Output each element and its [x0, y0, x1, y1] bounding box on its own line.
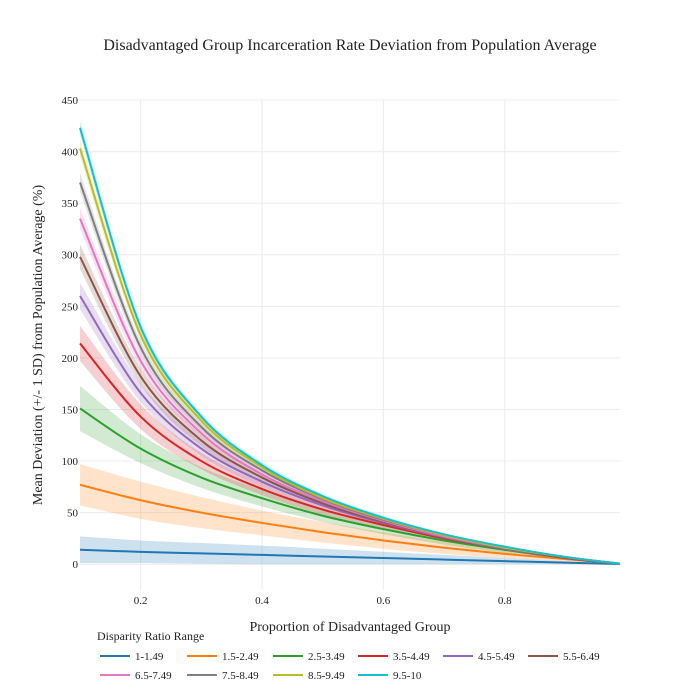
legend-label: 5.5-6.49 [563, 651, 600, 663]
y-tick-label: 200 [62, 353, 79, 365]
series-lines [79, 127, 621, 565]
legend-item: 1-1.49 [100, 651, 164, 663]
y-tick-label: 100 [62, 456, 79, 468]
legend-label: 6.5-7.49 [135, 670, 172, 682]
legend-item: 3.5-4.49 [358, 651, 430, 663]
series-line-9.5-10 [79, 127, 621, 565]
legend-label: 3.5-4.49 [393, 651, 430, 663]
series-line-1.5-2.49 [79, 483, 621, 565]
x-tick-label: 0.6 [376, 595, 390, 607]
x-tick-label: 0.8 [498, 595, 512, 607]
x-tick-label: 0.4 [255, 595, 269, 607]
sd-band-1.5-2.49 [80, 464, 620, 564]
legend-item: 1.5-2.49 [187, 651, 259, 663]
legend-item: 2.5-3.49 [273, 651, 345, 663]
legend-label: 8.5-9.49 [308, 670, 345, 682]
legend: Disparity Ratio Range 1-1.49 1.5-2.49 2.5-… [97, 629, 600, 682]
legend-label: 1.5-2.49 [222, 651, 259, 663]
x-axis-ticks: 0.2 0.4 0.6 0.8 [134, 595, 512, 607]
legend-item: 6.5-7.49 [100, 670, 172, 682]
legend-items: 1-1.49 1.5-2.49 2.5-3.49 3.5-4.49 4.5-5.49 5.… [100, 651, 600, 682]
legend-title: Disparity Ratio Range [97, 629, 204, 643]
x-tick-label: 0.2 [134, 595, 148, 607]
y-axis-ticks: 0 50 100 150 200 250 300 350 400 450 [62, 95, 79, 571]
sd-band-1-1.49 [80, 536, 620, 565]
legend-item: 7.5-8.49 [187, 670, 259, 682]
series-line-1-1.49 [79, 548, 621, 565]
chart-title: Disadvantaged Group Incarceration Rate D… [103, 37, 596, 54]
legend-item: 4.5-5.49 [443, 651, 515, 663]
legend-label: 9.5-10 [393, 670, 422, 682]
x-axis-title: Proportion of Disadvantaged Group [249, 620, 450, 635]
y-tick-label: 350 [62, 198, 79, 210]
y-tick-label: 0 [73, 559, 79, 571]
y-axis-title: Mean Deviation (+/- 1 SD) from Populatio… [31, 185, 46, 506]
y-tick-label: 150 [62, 404, 79, 416]
sd-band-2.5-3.49 [80, 385, 620, 564]
legend-label: 7.5-8.49 [222, 670, 259, 682]
legend-item: 5.5-6.49 [528, 651, 600, 663]
y-tick-label: 250 [62, 301, 79, 313]
y-tick-label: 400 [62, 147, 79, 159]
y-tick-label: 300 [62, 250, 79, 262]
legend-label: 2.5-3.49 [308, 651, 345, 663]
legend-item: 9.5-10 [358, 670, 422, 682]
sd-bands [80, 120, 620, 565]
legend-label: 4.5-5.49 [478, 651, 515, 663]
y-tick-label: 450 [62, 95, 79, 107]
legend-label: 1-1.49 [135, 651, 164, 663]
y-tick-label: 50 [67, 508, 79, 520]
legend-item: 8.5-9.49 [273, 670, 345, 682]
